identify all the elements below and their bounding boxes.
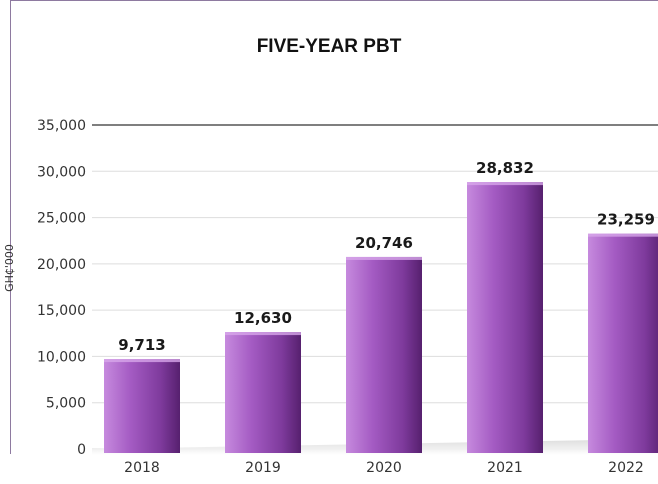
data-label: 9,713 [118, 336, 165, 354]
bar-top [225, 332, 301, 336]
chart-frame [10, 0, 658, 454]
data-label: 23,259 [597, 211, 655, 229]
y-tick-label: 25,000 [37, 211, 86, 227]
x-tick-label: 2022 [608, 460, 644, 476]
x-tick-label: 2019 [245, 460, 281, 476]
data-label: 20,746 [355, 234, 413, 252]
x-axis-ticks: 2018 2019 2020 2021 2022 [124, 460, 644, 476]
bar [225, 332, 301, 453]
bar-top [467, 182, 543, 186]
x-tick-label: 2020 [366, 460, 402, 476]
chart-title: FIVE-YEAR PBT [256, 36, 402, 57]
y-tick-label: 0 [77, 442, 86, 458]
bar-top [346, 256, 422, 260]
y-tick-label: 35,000 [37, 118, 86, 134]
data-label: 28,832 [476, 159, 534, 177]
bar [467, 182, 543, 453]
bar [588, 233, 658, 453]
y-axis-label: GH₵'000 [3, 244, 16, 292]
x-tick-label: 2018 [124, 460, 160, 476]
x-tick-label: 2021 [487, 460, 523, 476]
data-label: 12,630 [234, 309, 292, 327]
y-axis-ticks: 0 5,000 10,000 15,000 20,000 25,000 30,000 35,0… [37, 118, 86, 458]
bar-top [588, 233, 658, 237]
bar-top [104, 359, 180, 363]
bar [104, 359, 180, 453]
y-tick-label: 15,000 [37, 303, 86, 319]
y-tick-label: 5,000 [46, 396, 86, 412]
bar [346, 256, 422, 453]
y-tick-label: 30,000 [37, 164, 86, 180]
bars: 9,713 12,630 20,746 28,832 23,259 [104, 159, 658, 453]
y-tick-label: 20,000 [37, 257, 86, 273]
y-tick-label: 10,000 [37, 349, 86, 365]
